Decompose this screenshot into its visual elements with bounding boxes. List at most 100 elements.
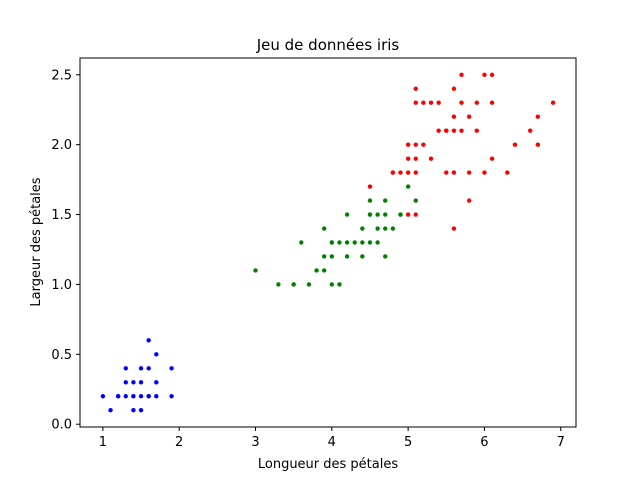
data-point-series-2 xyxy=(405,184,411,189)
data-point-series-2 xyxy=(329,254,335,259)
data-point-series-2 xyxy=(299,240,304,245)
y-axis-label: Largeur des pétales xyxy=(29,177,44,306)
data-point-series-1 xyxy=(115,394,121,399)
data-point-series-2 xyxy=(329,282,335,287)
data-point-series-3 xyxy=(535,142,541,147)
data-point-series-3 xyxy=(421,142,426,147)
data-point-series-3 xyxy=(413,156,418,161)
x-tick-label: 4 xyxy=(328,435,336,450)
data-point-series-3 xyxy=(451,86,457,91)
data-point-series-1 xyxy=(169,394,174,399)
data-point-series-3 xyxy=(428,156,434,161)
data-point-series-2 xyxy=(360,226,365,231)
data-point-series-1 xyxy=(146,338,151,343)
y-tick-label: 2.5 xyxy=(51,68,72,83)
data-point-series-3 xyxy=(444,170,449,175)
data-point-series-1 xyxy=(100,394,106,399)
data-point-series-3 xyxy=(489,100,495,105)
x-tick-label: 5 xyxy=(404,435,412,450)
data-point-series-2 xyxy=(360,240,365,245)
data-point-series-1 xyxy=(131,408,136,413)
data-point-series-2 xyxy=(344,212,350,217)
data-point-series-3 xyxy=(512,142,518,147)
data-point-series-3 xyxy=(436,128,441,133)
data-point-series-1 xyxy=(108,408,113,413)
data-point-series-3 xyxy=(413,142,418,147)
data-point-series-1 xyxy=(123,394,128,399)
data-point-series-3 xyxy=(405,142,411,147)
data-point-series-3 xyxy=(405,156,411,161)
data-point-series-2 xyxy=(321,254,327,259)
data-point-series-2 xyxy=(329,240,335,245)
data-point-series-1 xyxy=(131,394,136,399)
data-point-series-1 xyxy=(138,394,144,399)
data-point-series-1 xyxy=(154,380,159,385)
data-point-series-2 xyxy=(367,198,373,203)
data-point-series-2 xyxy=(321,268,327,273)
y-tick-label: 0.5 xyxy=(51,348,72,363)
data-point-series-2 xyxy=(344,254,350,259)
data-point-series-3 xyxy=(451,170,457,175)
data-point-series-3 xyxy=(466,170,472,175)
chart-title: Jeu de données iris xyxy=(256,36,400,54)
data-point-series-3 xyxy=(466,114,472,119)
data-point-series-2 xyxy=(383,198,388,203)
x-tick-label: 2 xyxy=(175,435,183,450)
data-point-series-2 xyxy=(383,212,388,217)
axes-frame xyxy=(79,57,577,428)
data-point-series-1 xyxy=(146,366,151,371)
data-point-series-3 xyxy=(459,128,464,133)
data-point-series-1 xyxy=(138,380,144,385)
data-point-series-3 xyxy=(474,100,479,105)
data-point-series-3 xyxy=(528,128,533,133)
data-point-series-2 xyxy=(413,198,418,203)
data-point-series-2 xyxy=(291,282,296,287)
data-point-series-1 xyxy=(138,408,144,413)
data-point-series-3 xyxy=(459,100,464,105)
data-point-series-3 xyxy=(550,100,556,105)
data-point-series-1 xyxy=(146,394,151,399)
data-point-series-1 xyxy=(123,380,128,385)
plot-area xyxy=(80,58,576,427)
data-point-series-3 xyxy=(459,72,464,77)
data-point-series-3 xyxy=(421,100,426,105)
data-point-series-3 xyxy=(444,128,449,133)
y-tick-label: 0.0 xyxy=(51,418,72,433)
data-point-series-3 xyxy=(390,170,396,175)
data-point-series-3 xyxy=(489,156,495,161)
data-point-series-3 xyxy=(466,198,472,203)
data-point-series-2 xyxy=(375,226,380,231)
data-point-series-1 xyxy=(123,366,128,371)
data-point-series-3 xyxy=(436,100,441,105)
x-axis-label: Longueur des pétales xyxy=(258,457,398,472)
data-point-series-3 xyxy=(405,170,411,175)
data-point-series-3 xyxy=(451,128,457,133)
y-tick-label: 2.0 xyxy=(51,138,72,153)
data-point-series-3 xyxy=(451,114,457,119)
data-point-series-1 xyxy=(154,394,159,399)
data-point-series-2 xyxy=(337,240,342,245)
data-point-series-3 xyxy=(489,72,495,77)
x-tick-label: 7 xyxy=(557,435,565,450)
data-point-series-3 xyxy=(482,170,487,175)
data-point-series-3 xyxy=(405,212,411,217)
data-point-series-2 xyxy=(375,240,380,245)
data-point-series-2 xyxy=(360,254,365,259)
data-point-series-2 xyxy=(375,212,380,217)
data-point-series-1 xyxy=(154,352,159,357)
data-points xyxy=(100,72,556,413)
data-point-series-2 xyxy=(344,240,350,245)
axes: 1 2 3 4 5 6 7 0.0 0.5 1.0 1.5 2.0 2.5 xyxy=(51,57,577,450)
data-point-series-2 xyxy=(383,254,388,259)
data-point-series-2 xyxy=(367,212,373,217)
data-point-series-2 xyxy=(253,268,258,273)
y-tick-label: 1.5 xyxy=(51,208,72,223)
data-point-series-3 xyxy=(428,100,434,105)
data-point-series-2 xyxy=(352,240,357,245)
data-point-series-3 xyxy=(474,128,479,133)
data-point-series-3 xyxy=(413,212,418,217)
data-point-series-3 xyxy=(367,184,373,189)
data-point-series-1 xyxy=(169,366,174,371)
data-point-series-3 xyxy=(505,170,510,175)
